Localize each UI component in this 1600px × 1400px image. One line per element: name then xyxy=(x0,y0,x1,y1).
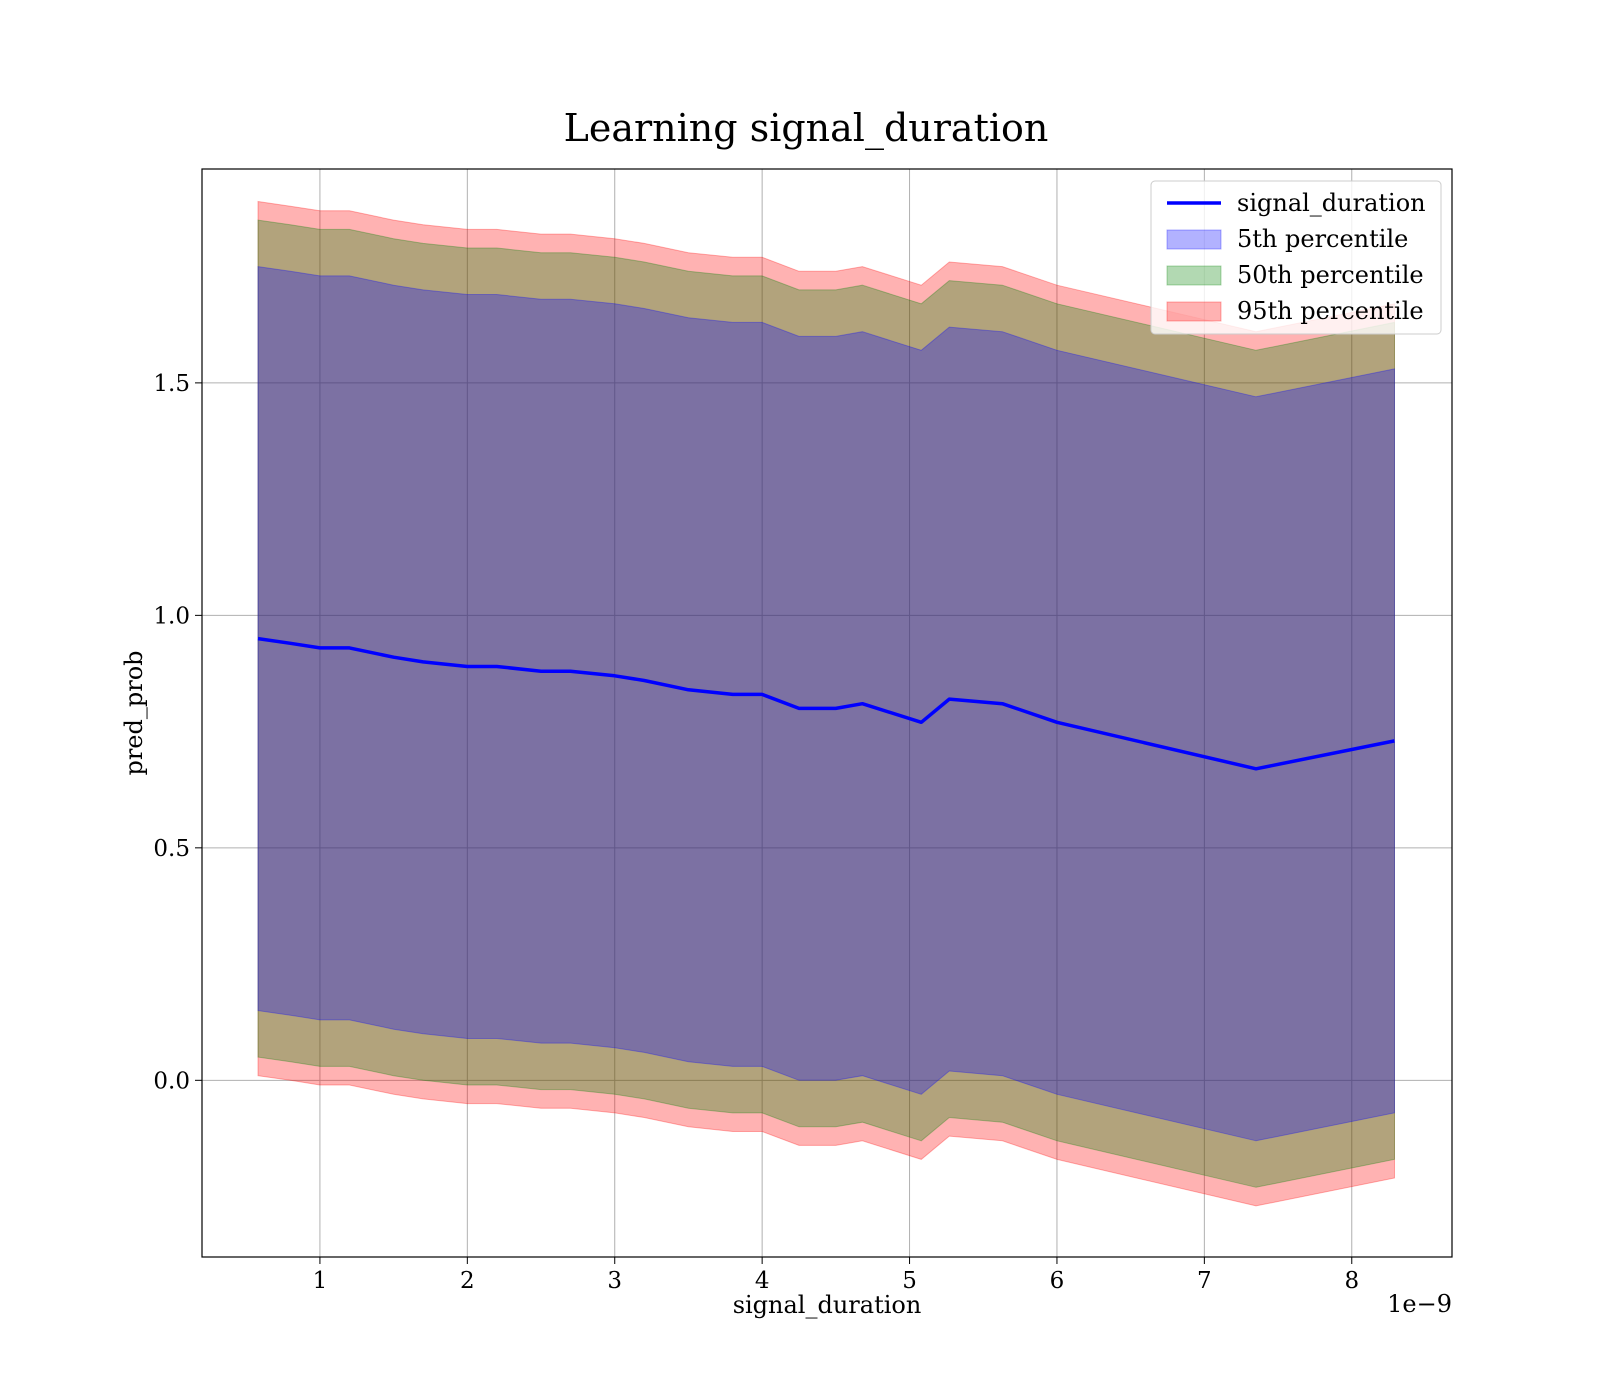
percentile-bands xyxy=(257,200,1395,1207)
legend-label: signal_duration xyxy=(1237,189,1426,217)
x-tick-label: 7 xyxy=(1197,1268,1212,1294)
x-tick-label: 5 xyxy=(902,1268,917,1294)
x-axis-offset: 1e−9 xyxy=(1387,1290,1452,1318)
series-lines xyxy=(257,636,1395,771)
band-50th-percentile xyxy=(257,219,1395,1188)
x-axis-label: signal_duration xyxy=(733,1291,922,1319)
y-tick-label: 1.0 xyxy=(153,603,190,629)
legend-swatch-band xyxy=(1166,265,1222,286)
band-5th-percentile xyxy=(257,266,1395,1142)
legend: signal_duration 5th percentile 50th percen… xyxy=(1150,180,1442,335)
legend-box xyxy=(1150,180,1442,335)
plot-frame xyxy=(201,168,1453,1258)
grid xyxy=(202,169,1452,1257)
legend-label: 50th percentile xyxy=(1237,261,1424,289)
legend-label: 5th percentile xyxy=(1237,225,1408,253)
chart-title: Learning signal_duration xyxy=(564,106,1049,151)
line-signal_duration xyxy=(257,636,1395,771)
legend-swatch-band xyxy=(1166,301,1222,322)
legend-swatch-band xyxy=(1166,229,1222,250)
y-axis-ticks: 0.0 0.5 1.0 1.5 xyxy=(153,371,202,1094)
x-tick-label: 2 xyxy=(460,1268,475,1294)
x-axis-ticks: 1 2 3 4 5 6 7 8 xyxy=(313,1257,1359,1294)
y-axis-label: pred_prob xyxy=(120,650,148,775)
y-tick-label: 0.5 xyxy=(153,836,190,862)
x-tick-label: 6 xyxy=(1050,1268,1065,1294)
y-tick-label: 0.0 xyxy=(153,1068,190,1094)
y-tick-label: 1.5 xyxy=(153,371,190,397)
x-tick-label: 4 xyxy=(755,1268,770,1294)
x-tick-label: 3 xyxy=(607,1268,622,1294)
x-tick-label: 8 xyxy=(1344,1268,1359,1294)
x-tick-label: 1 xyxy=(313,1268,328,1294)
legend-label: 95th percentile xyxy=(1237,297,1424,325)
band-95th-percentile xyxy=(257,200,1395,1207)
